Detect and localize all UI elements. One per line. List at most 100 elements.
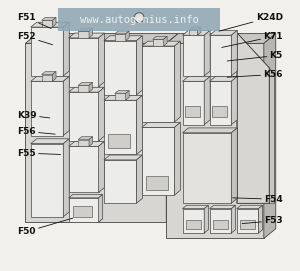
Polygon shape bbox=[237, 33, 269, 203]
Polygon shape bbox=[231, 30, 237, 76]
Text: F55: F55 bbox=[17, 149, 61, 158]
Bar bbox=[146, 176, 168, 190]
Polygon shape bbox=[126, 91, 129, 100]
Polygon shape bbox=[78, 85, 89, 92]
Polygon shape bbox=[69, 194, 103, 198]
Circle shape bbox=[134, 13, 144, 22]
Polygon shape bbox=[210, 76, 237, 81]
Polygon shape bbox=[104, 41, 136, 95]
Polygon shape bbox=[189, 30, 197, 35]
Polygon shape bbox=[104, 160, 136, 203]
Text: F56: F56 bbox=[17, 127, 55, 136]
Polygon shape bbox=[182, 30, 210, 35]
Polygon shape bbox=[69, 33, 104, 38]
Polygon shape bbox=[264, 34, 276, 238]
Polygon shape bbox=[78, 31, 89, 38]
Polygon shape bbox=[258, 205, 262, 233]
Polygon shape bbox=[104, 95, 142, 100]
Polygon shape bbox=[104, 100, 136, 154]
FancyBboxPatch shape bbox=[58, 8, 221, 31]
Polygon shape bbox=[153, 39, 164, 46]
Polygon shape bbox=[204, 76, 210, 125]
Polygon shape bbox=[269, 68, 275, 203]
Polygon shape bbox=[237, 209, 258, 233]
Polygon shape bbox=[25, 34, 178, 43]
Polygon shape bbox=[210, 35, 231, 76]
Polygon shape bbox=[69, 87, 104, 92]
Text: F50: F50 bbox=[17, 218, 73, 236]
Polygon shape bbox=[182, 128, 237, 133]
Polygon shape bbox=[231, 128, 237, 203]
Polygon shape bbox=[63, 76, 69, 136]
Polygon shape bbox=[25, 43, 166, 222]
Polygon shape bbox=[63, 22, 69, 76]
Polygon shape bbox=[182, 209, 204, 233]
Text: K24D: K24D bbox=[219, 13, 283, 31]
Polygon shape bbox=[98, 141, 104, 192]
Polygon shape bbox=[210, 30, 237, 35]
Polygon shape bbox=[69, 146, 98, 192]
Polygon shape bbox=[204, 30, 210, 76]
Polygon shape bbox=[166, 43, 264, 238]
Polygon shape bbox=[98, 87, 104, 141]
Polygon shape bbox=[182, 205, 208, 209]
Bar bbox=[213, 220, 228, 229]
Polygon shape bbox=[142, 122, 180, 127]
Polygon shape bbox=[174, 122, 180, 195]
Polygon shape bbox=[182, 133, 231, 203]
Polygon shape bbox=[52, 17, 56, 27]
Text: F52: F52 bbox=[17, 32, 52, 45]
Polygon shape bbox=[104, 155, 142, 160]
Polygon shape bbox=[166, 34, 276, 43]
Text: F54: F54 bbox=[233, 195, 283, 204]
Text: F53: F53 bbox=[242, 216, 283, 225]
Polygon shape bbox=[42, 72, 56, 75]
Polygon shape bbox=[115, 93, 126, 100]
Text: www.autogenius.info: www.autogenius.info bbox=[80, 15, 199, 24]
Polygon shape bbox=[231, 205, 236, 233]
Polygon shape bbox=[115, 31, 129, 34]
Polygon shape bbox=[42, 75, 52, 81]
Polygon shape bbox=[78, 140, 89, 146]
Text: K56: K56 bbox=[227, 70, 283, 79]
Polygon shape bbox=[210, 209, 231, 233]
Polygon shape bbox=[142, 41, 180, 46]
Polygon shape bbox=[89, 28, 93, 38]
Bar bbox=[240, 220, 255, 229]
Polygon shape bbox=[104, 36, 142, 41]
Polygon shape bbox=[78, 28, 93, 31]
Polygon shape bbox=[182, 76, 210, 81]
Bar bbox=[108, 134, 130, 148]
Bar bbox=[73, 206, 92, 217]
Polygon shape bbox=[126, 31, 129, 41]
Polygon shape bbox=[136, 36, 142, 95]
Polygon shape bbox=[69, 92, 98, 141]
Polygon shape bbox=[189, 27, 201, 30]
Polygon shape bbox=[98, 33, 104, 87]
Polygon shape bbox=[204, 205, 208, 233]
Text: K71: K71 bbox=[222, 32, 283, 47]
Polygon shape bbox=[115, 91, 129, 93]
Polygon shape bbox=[182, 35, 204, 76]
Polygon shape bbox=[231, 76, 237, 125]
Polygon shape bbox=[210, 205, 236, 209]
Polygon shape bbox=[153, 36, 167, 39]
Polygon shape bbox=[31, 76, 69, 81]
Polygon shape bbox=[142, 46, 174, 122]
Polygon shape bbox=[142, 127, 174, 195]
Polygon shape bbox=[31, 139, 69, 144]
Polygon shape bbox=[31, 27, 63, 76]
Polygon shape bbox=[237, 205, 262, 209]
Polygon shape bbox=[174, 41, 180, 122]
Polygon shape bbox=[197, 27, 201, 35]
Polygon shape bbox=[115, 34, 126, 41]
Polygon shape bbox=[98, 194, 103, 222]
Polygon shape bbox=[52, 72, 56, 81]
Polygon shape bbox=[69, 141, 104, 146]
Polygon shape bbox=[63, 139, 69, 217]
Polygon shape bbox=[210, 81, 231, 125]
Polygon shape bbox=[78, 137, 93, 140]
Polygon shape bbox=[89, 82, 93, 92]
Polygon shape bbox=[69, 38, 98, 87]
Polygon shape bbox=[78, 82, 93, 85]
